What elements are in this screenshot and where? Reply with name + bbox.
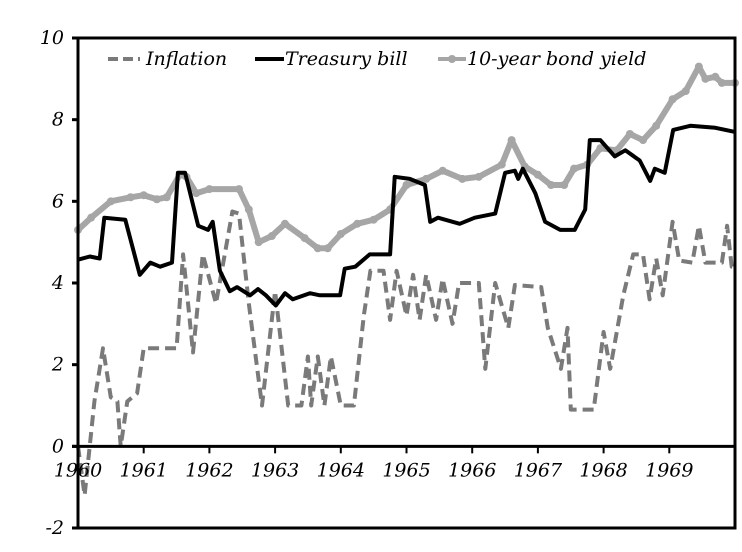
y-tick-label: -2	[45, 517, 64, 539]
data-point-10-year-bond-yield	[267, 232, 276, 241]
data-point-10-year-bond-yield	[701, 74, 710, 83]
data-point-10-year-bond-yield	[192, 189, 201, 198]
data-point-10-year-bond-yield	[254, 238, 263, 247]
data-point-10-year-bond-yield	[139, 191, 148, 200]
y-tick-label: 8	[52, 109, 64, 131]
y-tick-label: 6	[52, 190, 64, 212]
data-point-10-year-bond-yield	[106, 197, 115, 206]
data-point-10-year-bond-yield	[152, 195, 161, 204]
data-point-10-year-bond-yield	[300, 234, 309, 243]
legend-label-inflation: Inflation	[145, 48, 227, 70]
x-tick-label: 1966	[448, 459, 496, 481]
x-tick-label: 1965	[382, 459, 430, 481]
data-point-10-year-bond-yield	[244, 205, 253, 214]
data-point-10-year-bond-yield	[402, 181, 411, 189]
plot-frame	[76, 36, 737, 530]
data-point-10-year-bond-yield	[422, 174, 431, 183]
data-point-10-year-bond-yield	[625, 129, 634, 138]
data-point-10-year-bond-yield	[438, 166, 447, 175]
x-tick-label: 1968	[579, 459, 627, 481]
axes-layer: -2 0 2 4 6 8 10 1960 1961 1962 1963 1964 1965 1966 196…	[40, 27, 694, 539]
data-point-10-year-bond-yield	[533, 170, 542, 179]
series-layer	[74, 62, 739, 498]
data-point-10-year-bond-yield	[711, 72, 720, 81]
y-tick-label: 2	[51, 354, 64, 376]
series-line-inflation	[76, 209, 735, 498]
data-point-10-year-bond-yield	[323, 244, 332, 253]
legend-label-bond-yield: 10-year bond yield	[467, 48, 646, 70]
data-point-10-year-bond-yield	[560, 181, 569, 189]
legend-marker-bond-yield	[448, 55, 456, 63]
data-point-10-year-bond-yield	[497, 160, 506, 169]
data-point-10-year-bond-yield	[639, 136, 648, 145]
data-point-10-year-bond-yield	[681, 87, 690, 96]
series-line-treasury-bill	[77, 123, 736, 308]
data-point-10-year-bond-yield	[668, 95, 677, 104]
data-point-10-year-bond-yield	[596, 144, 605, 153]
x-tick-label: 1967	[514, 459, 563, 481]
data-point-10-year-bond-yield	[570, 164, 579, 173]
data-point-10-year-bond-yield	[547, 181, 556, 189]
data-point-10-year-bond-yield	[717, 78, 726, 87]
data-point-10-year-bond-yield	[205, 185, 214, 194]
y-tick-label: 0	[52, 435, 64, 457]
data-point-10-year-bond-yield	[162, 193, 171, 202]
data-point-10-year-bond-yield	[87, 213, 96, 222]
x-tick-label: 1964	[317, 459, 365, 481]
data-point-10-year-bond-yield	[694, 62, 703, 71]
x-tick-label: 1960	[54, 459, 102, 481]
data-point-10-year-bond-yield	[353, 219, 362, 228]
x-tick-label: 1961	[120, 459, 168, 481]
data-point-10-year-bond-yield	[458, 174, 467, 183]
x-tick-label: 1969	[645, 459, 693, 481]
data-point-10-year-bond-yield	[336, 230, 345, 238]
legend-label-treasury-bill: Treasury bill	[285, 48, 408, 70]
data-point-10-year-bond-yield	[313, 244, 322, 253]
data-point-10-year-bond-yield	[126, 193, 135, 202]
y-tick-label: 10	[40, 27, 64, 49]
x-tick-label: 1962	[185, 459, 233, 481]
data-point-10-year-bond-yield	[474, 172, 483, 181]
data-point-10-year-bond-yield	[280, 219, 289, 228]
data-point-10-year-bond-yield	[369, 215, 378, 224]
data-point-10-year-bond-yield	[234, 185, 243, 194]
data-point-10-year-bond-yield	[507, 136, 516, 145]
data-point-10-year-bond-yield	[652, 121, 661, 130]
x-tick-label: 1963	[251, 459, 299, 481]
legend: Inflation Treasury bill 10-year bond yie…	[108, 48, 646, 70]
y-tick-label: 4	[51, 272, 64, 294]
